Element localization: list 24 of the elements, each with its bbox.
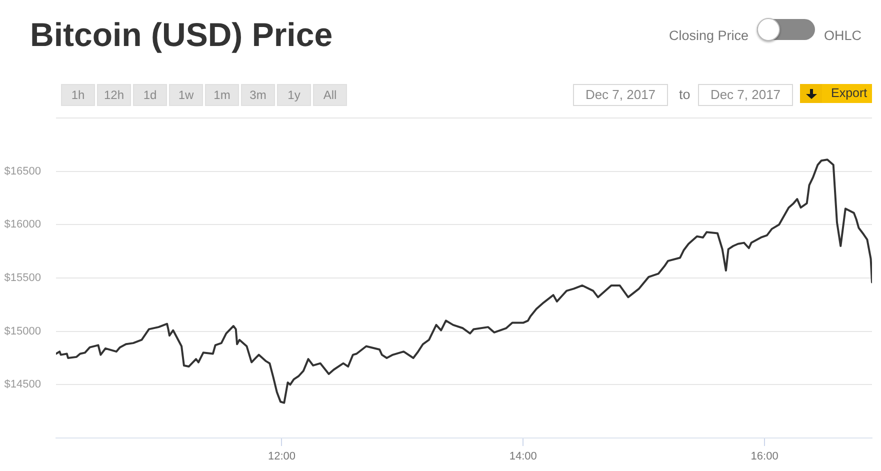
range-button[interactable]: 12h [97,84,131,106]
y-tick-label: $15500 [4,272,41,284]
range-button[interactable]: 1w [169,84,203,106]
range-button[interactable]: 1h [61,84,95,106]
date-field[interactable]: Dec 7, 2017 [573,84,668,106]
range-button[interactable]: 1d [133,84,167,106]
range-button[interactable]: 1y [277,84,311,106]
y-tick-label: $14500 [4,378,41,391]
chart-title: Bitcoin (USD) Price [30,16,333,53]
x-tick-label: 16:00 [750,450,778,463]
range-button[interactable]: All [313,84,347,106]
date-field[interactable]: Dec 7, 2017 [698,84,793,106]
x-tick-label: 14:00 [509,450,537,463]
y-tick-label: $16500 [4,165,41,178]
x-tick-label: 12:00 [268,450,296,463]
range-button[interactable]: 3m [241,84,275,106]
range-button[interactable]: 1m [205,84,239,106]
text: Closing Price [669,27,749,45]
export-button[interactable]: Export [800,84,872,103]
toggle-switch[interactable] [757,19,815,40]
y-tick-label: $15000 [4,325,41,338]
text: to [679,86,690,104]
text: OHLC [824,27,862,45]
y-tick-label: $16000 [4,218,41,231]
